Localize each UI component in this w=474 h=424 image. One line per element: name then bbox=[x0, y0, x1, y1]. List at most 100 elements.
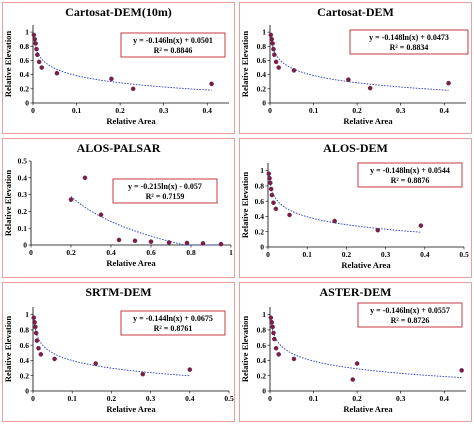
x-axis-label: Relative Area bbox=[343, 404, 393, 414]
data-point bbox=[31, 32, 37, 38]
data-point bbox=[270, 41, 275, 46]
chart-panel-cartosat-dem-10m: Cartosat-DEM(10m) 0 0.1 0.2 0.3 0.4 0 0.2 0.4 0.6… bbox=[2, 2, 235, 134]
x-tick-label: 0.3 bbox=[146, 394, 156, 403]
trend-equation: y = -0.215ln(x) - 0.057 bbox=[128, 182, 202, 191]
x-tick-label: 0.4 bbox=[203, 106, 213, 115]
data-point bbox=[34, 46, 39, 52]
y-tick-label: 0.5 bbox=[18, 157, 28, 166]
x-tick-label: 0 bbox=[268, 394, 272, 403]
y-tick-label: 1 bbox=[260, 166, 264, 175]
chart-svg: Cartosat-DEM 0 0.1 0.2 0.3 0.4 0 0.2 0.4 0.6 0.8 1 R… bbox=[240, 5, 469, 126]
data-point bbox=[132, 238, 138, 244]
y-tick-label: 0.4 bbox=[20, 356, 30, 365]
data-point bbox=[148, 239, 154, 244]
x-tick-label: 0.3 bbox=[396, 394, 406, 403]
r-squared-value: R² = 0.8761 bbox=[154, 324, 193, 333]
data-point bbox=[54, 70, 60, 76]
data-point bbox=[268, 180, 273, 186]
y-tick-label: 0.6 bbox=[20, 56, 30, 65]
r-squared-value: R² = 0.8726 bbox=[391, 316, 430, 325]
chart-svg: Cartosat-DEM(10m) 0 0.1 0.2 0.3 0.4 0 0.2 0.4 0.6… bbox=[3, 5, 229, 126]
y-tick-label: 0.4 bbox=[20, 70, 30, 79]
data-point bbox=[187, 367, 193, 372]
data-point bbox=[269, 320, 274, 325]
x-tick-label: 0.3 bbox=[396, 106, 406, 115]
trend-equation: y = -0.148ln(x) + 0.0544 bbox=[370, 166, 450, 175]
y-tick-label: 1 bbox=[25, 28, 29, 37]
data-point bbox=[98, 212, 104, 218]
x-tick-label: 0.4 bbox=[106, 248, 116, 257]
y-tick-label: 0 bbox=[260, 243, 264, 252]
x-tick-label: 0.2 bbox=[352, 106, 362, 115]
y-axis-label: Relative Elevation bbox=[3, 31, 13, 98]
data-point bbox=[354, 361, 360, 366]
x-axis-label: Relative Area bbox=[343, 116, 393, 126]
data-point bbox=[36, 345, 41, 351]
x-tick-label: 0.4 bbox=[420, 250, 430, 259]
x-tick-label: 0.4 bbox=[440, 106, 450, 115]
y-tick-label: 0.6 bbox=[257, 56, 267, 65]
data-point bbox=[32, 36, 37, 42]
data-point bbox=[459, 368, 464, 373]
equation-box bbox=[120, 32, 226, 58]
chart-title: Cartosat-DEM bbox=[317, 5, 394, 19]
x-tick-label: 0.1 bbox=[303, 250, 313, 259]
equation-box bbox=[357, 162, 463, 188]
equation-box bbox=[112, 178, 218, 204]
trend-equation: y = -0.146ln(x) + 0.0557 bbox=[370, 306, 450, 315]
trendline-series bbox=[70, 196, 221, 246]
data-point bbox=[109, 76, 114, 82]
y-tick-label: 0.4 bbox=[18, 173, 28, 182]
trend-equation: y = -0.148ln(x) + 0.0473 bbox=[369, 33, 449, 42]
data-point bbox=[268, 186, 274, 192]
x-axis-label: Relative Area bbox=[341, 260, 391, 270]
chart-panel-alos-dem: ALOS-DEM 0 0.1 0.2 0.3 0.4 0.5 0 0.2 0.4 0.6 0.8 1 Re… bbox=[239, 138, 472, 278]
data-point bbox=[269, 36, 274, 42]
chart-svg: SRTM-DEM 0 0.1 0.2 0.3 0.4 0.5 0 0.2 0.4 0.6 0.8 1 Re… bbox=[3, 285, 234, 414]
data-point bbox=[367, 85, 373, 91]
data-point bbox=[140, 371, 146, 377]
y-tick-label: 0.4 bbox=[257, 70, 267, 79]
data-point bbox=[218, 241, 224, 247]
equation-box bbox=[349, 29, 469, 55]
x-tick-label: 0 bbox=[268, 106, 272, 115]
data-point bbox=[287, 212, 292, 218]
y-tick-label: 0.2 bbox=[20, 371, 30, 380]
x-tick-label: 0 bbox=[31, 394, 35, 403]
data-point bbox=[34, 338, 40, 343]
data-point bbox=[332, 218, 337, 224]
data-point bbox=[273, 59, 279, 65]
data-point bbox=[93, 361, 98, 366]
x-tick-label: 0.3 bbox=[159, 106, 169, 115]
x-axis-label: Relative Area bbox=[106, 116, 156, 126]
data-point bbox=[270, 324, 275, 330]
data-point bbox=[130, 86, 136, 92]
data-point bbox=[271, 330, 276, 336]
y-tick-label: 0 bbox=[262, 387, 266, 396]
y-tick-label: 0.1 bbox=[18, 224, 28, 233]
data-point bbox=[267, 176, 272, 181]
data-point bbox=[82, 175, 88, 181]
y-tick-label: 0.2 bbox=[20, 84, 30, 93]
r-squared-value: R² = 0.8846 bbox=[154, 46, 193, 55]
y-tick-label: 0.8 bbox=[20, 42, 30, 51]
data-point bbox=[272, 336, 277, 342]
y-tick-label: 0.6 bbox=[255, 197, 265, 206]
x-tick-label: 0 bbox=[29, 248, 33, 257]
chart-svg: ALOS-DEM 0 0.1 0.2 0.3 0.4 0.5 0 0.2 0.4 0.6 0.8 1 Re… bbox=[240, 141, 469, 270]
data-point bbox=[273, 206, 279, 212]
data-point bbox=[268, 315, 274, 320]
y-tick-label: 0.2 bbox=[18, 207, 28, 216]
chart-title: SRTM-DEM bbox=[85, 285, 151, 299]
y-axis-label: Relative Elevation bbox=[240, 316, 250, 383]
x-tick-label: 0.3 bbox=[381, 250, 391, 259]
data-point bbox=[31, 315, 37, 320]
data-point bbox=[418, 223, 424, 228]
chart-panel-srtm-dem: SRTM-DEM 0 0.1 0.2 0.3 0.4 0.5 0 0.2 0.4 0.6 0.8 1 Re… bbox=[2, 282, 235, 422]
data-point bbox=[272, 52, 277, 58]
data-point bbox=[38, 352, 44, 357]
chart-svg: ASTER-DEM 0 0.1 0.2 0.3 0.4 0 0.2 0.4 0.6 0.8 1 Rela… bbox=[240, 285, 466, 414]
y-axis-label: Relative Elevation bbox=[3, 316, 13, 383]
equation-box bbox=[357, 302, 463, 328]
data-point bbox=[116, 237, 122, 243]
